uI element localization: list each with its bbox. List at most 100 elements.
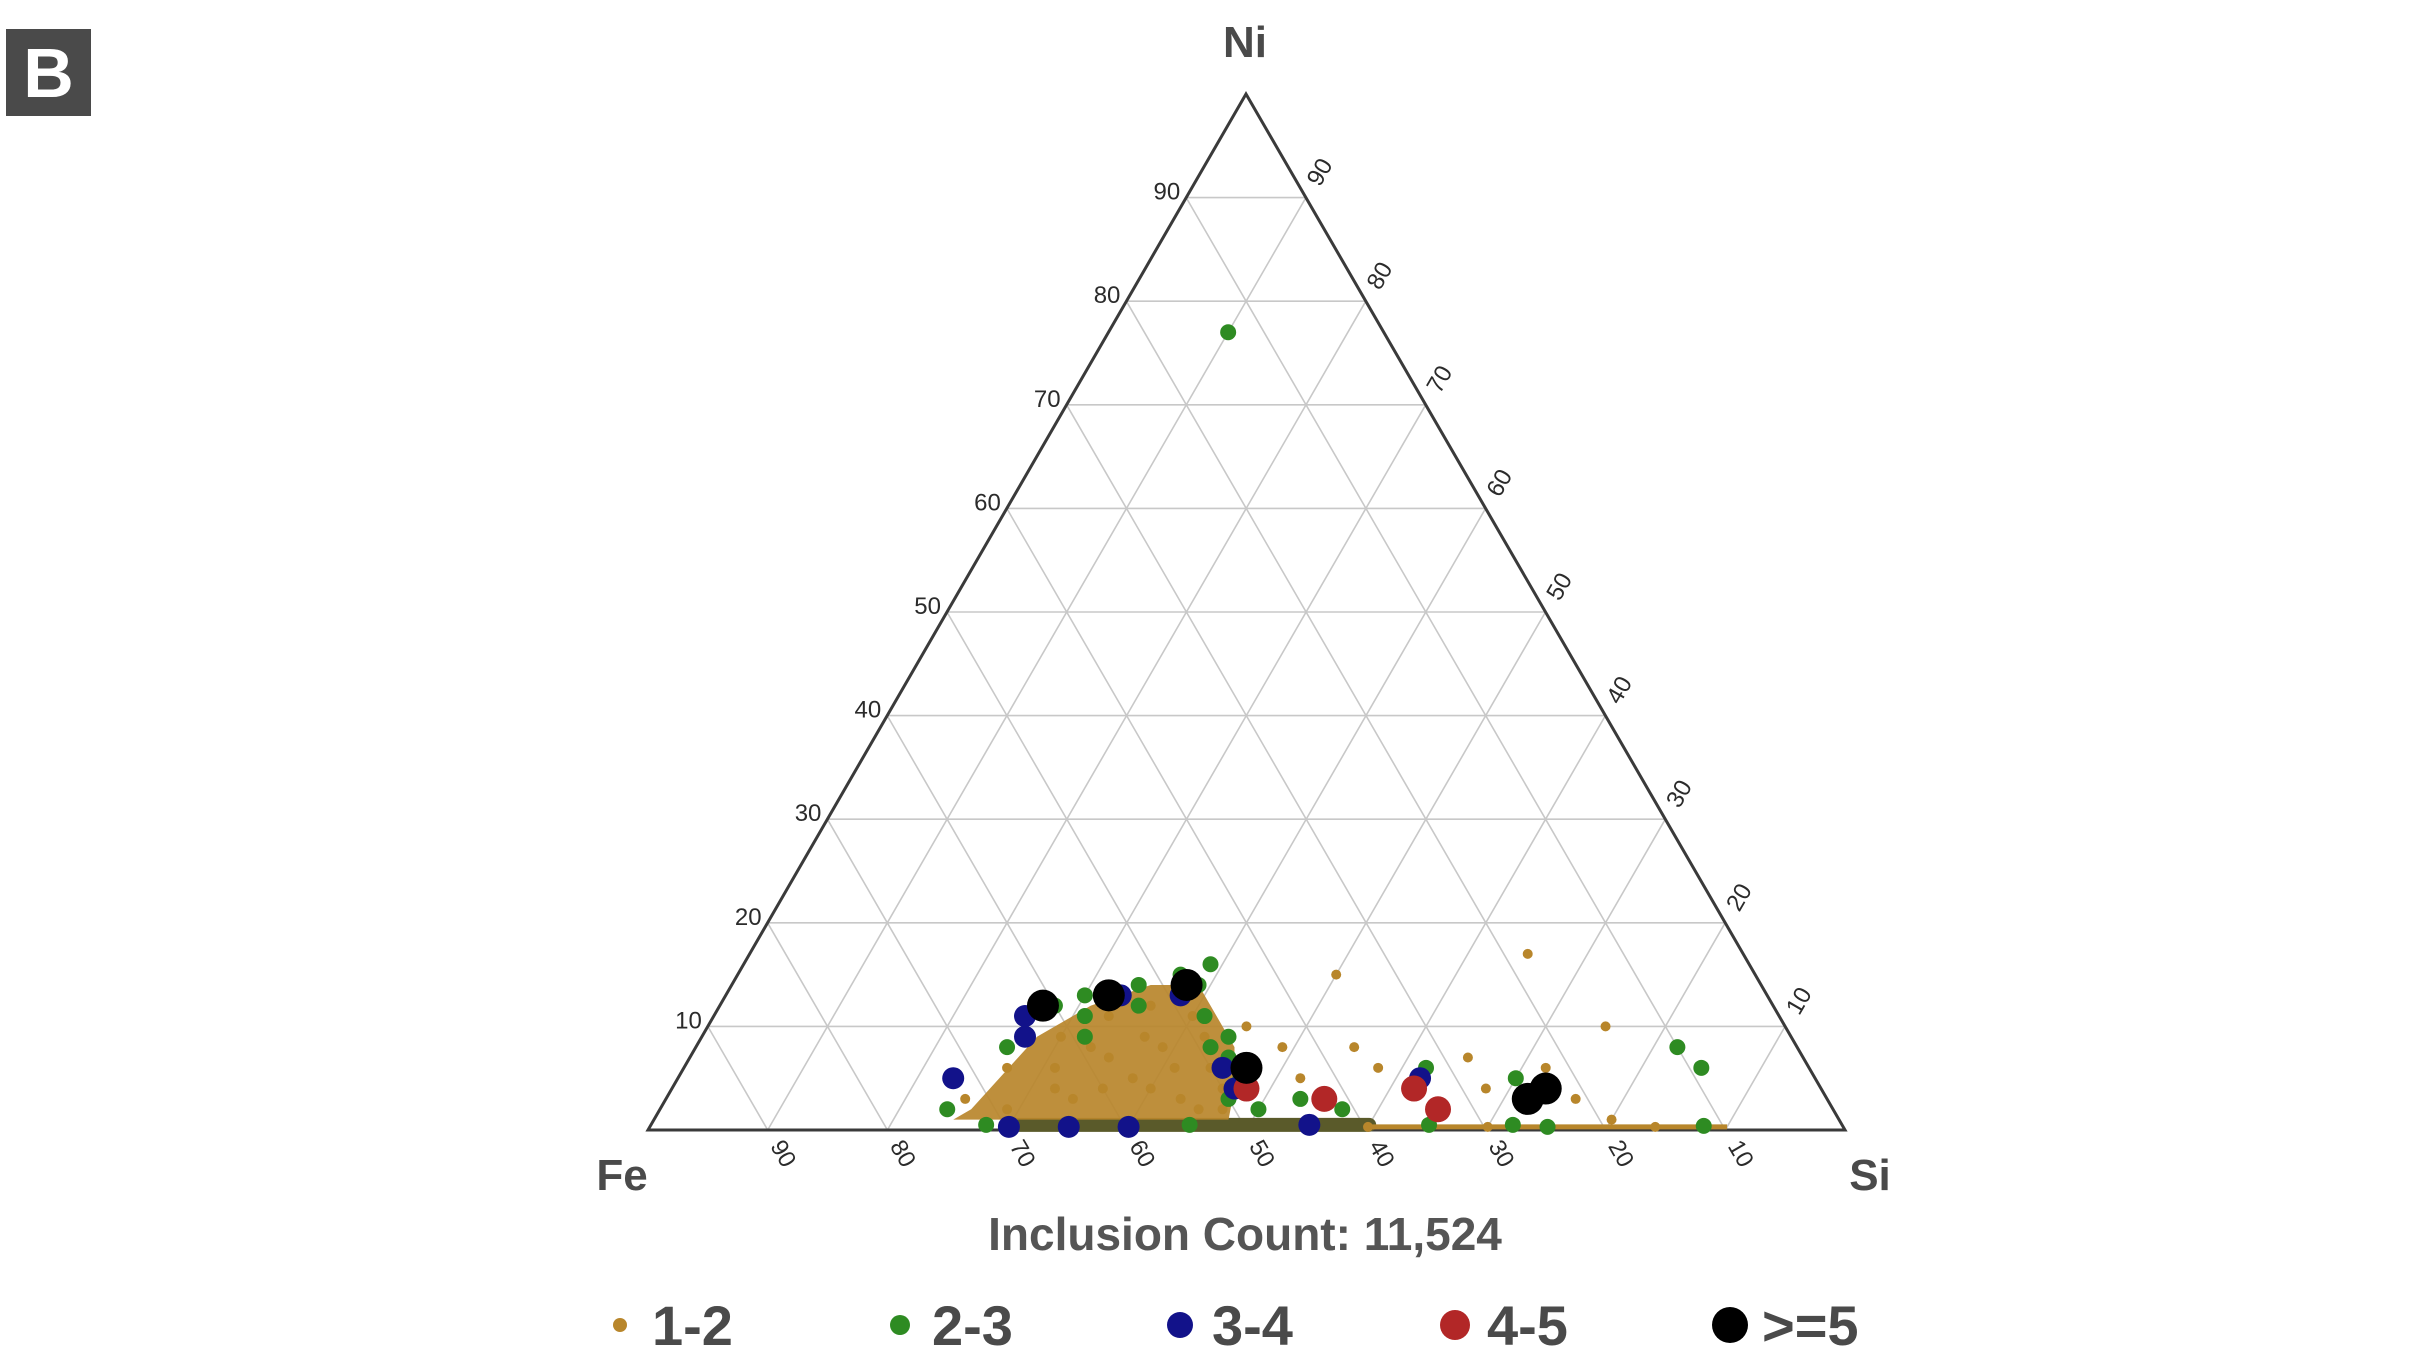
- tick-label-fe-40: 40: [1363, 1136, 1400, 1173]
- tick-label-fe-60: 60: [1124, 1136, 1161, 1173]
- data-point: [1480, 1083, 1491, 1094]
- tick-label-ni-60: 60: [974, 489, 1001, 516]
- tick-label-fe-50: 50: [1243, 1136, 1280, 1173]
- data-point: [1292, 1090, 1309, 1107]
- legend-item-1: 1-2: [613, 1294, 733, 1357]
- data-point: [1362, 1121, 1373, 1132]
- data-point: [1181, 1116, 1198, 1133]
- legend-label: 1-2: [652, 1294, 733, 1357]
- data-point: [1230, 1051, 1263, 1084]
- legend-label: >=5: [1762, 1294, 1859, 1357]
- tick-label-ni-90: 90: [1153, 179, 1180, 206]
- tick-label-ni-40: 40: [854, 697, 881, 724]
- data-point: [1202, 1039, 1219, 1056]
- corner-label-si: Si: [1849, 1151, 1891, 1200]
- data-point: [1002, 1104, 1013, 1115]
- data-point: [1092, 979, 1125, 1012]
- data-points: [939, 324, 1728, 1138]
- data-point: [1067, 1093, 1078, 1104]
- panel-label: B: [6, 29, 91, 116]
- corner-label-fe: Fe: [596, 1151, 647, 1200]
- data-point: [942, 1067, 965, 1090]
- tick-label-fe-70: 70: [1004, 1136, 1041, 1173]
- tick-label-si-80: 80: [1362, 258, 1399, 295]
- data-point: [1570, 1093, 1581, 1104]
- data-point: [1334, 1101, 1351, 1118]
- tick-label-si-50: 50: [1541, 568, 1578, 605]
- grid-line-fe-90: [707, 1025, 769, 1131]
- grid-line-si-80: [1604, 922, 1726, 1131]
- data-point: [1130, 997, 1147, 1014]
- data-point: [1504, 1116, 1521, 1133]
- data-point: [1139, 1031, 1150, 1042]
- data-point: [1529, 1072, 1562, 1105]
- data-point: [1145, 1083, 1156, 1094]
- data-point: [1600, 1021, 1611, 1032]
- tick-label-ni-30: 30: [795, 800, 822, 827]
- tick-labels: 10 20 30 40 50 60 70 80 90 10 20 30 40 50 60 70 80 90 90 80…: [675, 154, 1818, 1172]
- legend-label: 2-3: [932, 1294, 1013, 1357]
- data-point: [1170, 968, 1203, 1001]
- legend: 1-2 2-3 3-4 4-5 >=5: [613, 1294, 1859, 1357]
- legend-item-4: 4-5: [1440, 1294, 1568, 1357]
- tick-label-fe-20: 20: [1602, 1136, 1639, 1173]
- legend-marker: [1440, 1310, 1470, 1340]
- data-point: [1103, 1011, 1114, 1022]
- tick-label-si-70: 70: [1422, 361, 1459, 398]
- data-point: [1187, 1011, 1198, 1022]
- tick-label-si-30: 30: [1661, 776, 1698, 813]
- grid-line-fe-10: [1185, 197, 1726, 1131]
- data-point: [1522, 948, 1533, 959]
- data-point: [1076, 1008, 1093, 1025]
- tick-label-ni-70: 70: [1034, 386, 1061, 413]
- tick-label-ni-50: 50: [914, 593, 941, 620]
- data-point: [1507, 1070, 1524, 1087]
- tick-label-si-40: 40: [1601, 672, 1638, 709]
- grid-line-si-30: [1006, 404, 1427, 1131]
- grid-line-si-60: [1365, 715, 1607, 1131]
- data-point: [1331, 969, 1342, 980]
- data-point: [1057, 1115, 1080, 1138]
- grid-line-si-50: [1245, 611, 1547, 1131]
- tick-label-fe-10: 10: [1722, 1136, 1759, 1173]
- data-point: [1076, 987, 1093, 1004]
- data-point: [1241, 1021, 1252, 1032]
- grid-line-si-10: [767, 197, 1307, 1131]
- grid-line-fe-80: [766, 922, 889, 1131]
- data-point: [1076, 1028, 1093, 1045]
- data-point: [1373, 1062, 1384, 1073]
- data-point: [1103, 1052, 1114, 1063]
- tick-label-ni-10: 10: [675, 1007, 702, 1034]
- tick-label-ni-20: 20: [735, 904, 762, 931]
- data-point: [1169, 1062, 1180, 1073]
- tick-label-fe-80: 80: [884, 1136, 921, 1173]
- data-point: [1277, 1042, 1288, 1053]
- data-point: [1250, 1101, 1267, 1118]
- data-point: [1311, 1085, 1338, 1112]
- legend-marker: [1712, 1307, 1748, 1343]
- data-point: [1130, 976, 1147, 993]
- data-point: [1157, 1042, 1168, 1053]
- data-point: [1055, 1031, 1066, 1042]
- data-point: [1695, 1117, 1712, 1134]
- data-point: [978, 1116, 995, 1133]
- tick-label-si-60: 60: [1481, 465, 1518, 502]
- tick-label-fe-30: 30: [1483, 1136, 1520, 1173]
- legend-item-5: >=5: [1712, 1294, 1859, 1357]
- data-point: [1425, 1096, 1452, 1123]
- data-point: [1539, 1118, 1556, 1135]
- data-point: [1026, 989, 1059, 1022]
- legend-item-3: 3-4: [1167, 1294, 1293, 1357]
- data-point: [997, 1115, 1020, 1138]
- data-point: [1145, 1000, 1156, 1011]
- series-5: [1026, 968, 1562, 1115]
- data-point: [1097, 1083, 1108, 1094]
- data-point: [1199, 1031, 1210, 1042]
- corner-label-ni: Ni: [1223, 18, 1267, 67]
- data-point: [1295, 1073, 1306, 1084]
- grid-lines: [707, 196, 1786, 1131]
- grid-line-fe-30: [1065, 404, 1487, 1131]
- data-point: [1650, 1121, 1661, 1132]
- data-point: [1175, 1093, 1186, 1104]
